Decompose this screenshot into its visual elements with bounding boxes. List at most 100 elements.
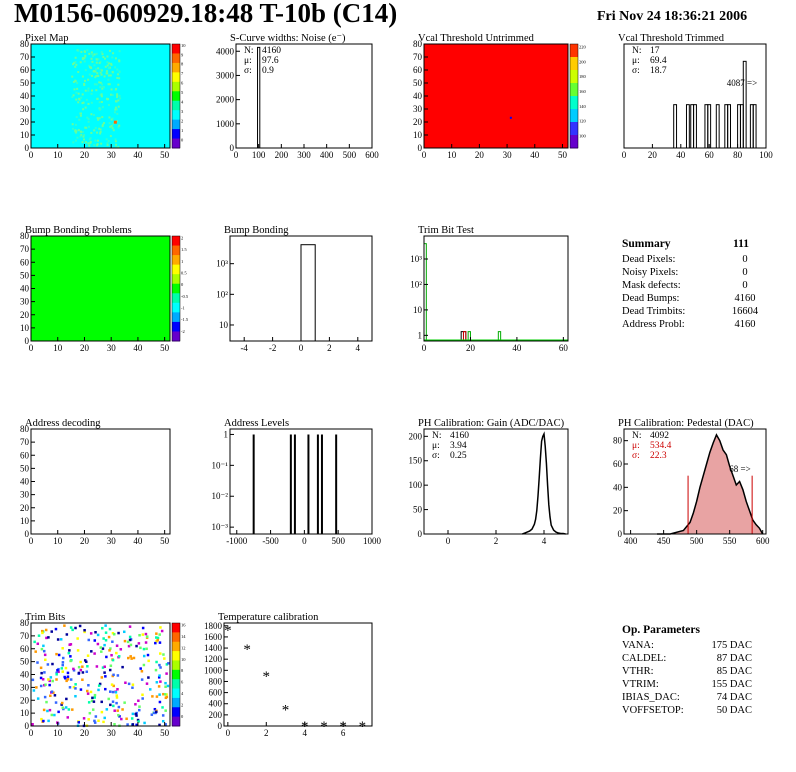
pixel-cell [105, 708, 109, 711]
y-tick-label: 70 [20, 52, 30, 62]
palette-label: 14 [181, 634, 186, 639]
pixel-cell [73, 88, 76, 91]
y-tick-label: 80 [613, 436, 623, 446]
pixel-cell [123, 630, 126, 634]
pixel-cell [91, 696, 94, 700]
pixel-cell [41, 631, 44, 635]
chart-address_levels: Address Levels -1000 -500 0 500 1000 10⁻³ 10⁻² 1… [212, 418, 382, 546]
pixel-cell [79, 114, 82, 117]
pixel-cell [90, 57, 93, 60]
plot-frame [229, 428, 373, 535]
pixel-cell [109, 135, 112, 138]
palette-cell [172, 138, 180, 149]
pixel-cell [101, 86, 104, 89]
pixel-cell [69, 626, 73, 629]
pixel-cell [87, 701, 91, 704]
y-tick-label: 20 [413, 117, 423, 127]
pixel-cell [99, 108, 102, 111]
pixel-cell [47, 719, 50, 723]
pixel-cell [42, 708, 46, 712]
pixel-cell [61, 663, 64, 667]
y-tick-label: 1000 [204, 665, 223, 675]
pixel-cell [117, 631, 120, 635]
pixel-cell [154, 641, 157, 645]
pixel-cell [80, 134, 83, 137]
y-tick-label: 40 [413, 91, 423, 101]
pixel-cell [111, 640, 114, 643]
pixel-cell [97, 139, 100, 142]
pixel-cell [45, 636, 48, 640]
stat-value: 69.4 [650, 56, 667, 66]
pixel-cell [84, 54, 87, 57]
x-tick-label: 4 [542, 536, 547, 546]
pixel-cell [112, 632, 116, 636]
y-tick-label: 80 [413, 39, 423, 49]
pixel-cell [108, 690, 112, 693]
pixel-cell [79, 112, 82, 115]
pixel-cell [72, 667, 75, 671]
x-tick-label: 20 [475, 150, 485, 160]
y-tick-label: 1 [418, 330, 423, 340]
pixel-cell [112, 129, 115, 132]
chart-ph_gain: PH Calibration: Gain (ADC/DAC) 0 2 4 0 50 100 1… [409, 418, 569, 546]
pixel-cell [164, 723, 167, 726]
pixel-cell [111, 93, 114, 96]
param-value: 74 DAC [717, 692, 752, 703]
y-tick-label: 10³ [410, 254, 422, 264]
plot-area [31, 623, 170, 726]
y-tick-label: 70 [413, 52, 423, 62]
pixel-cell [155, 660, 158, 664]
pixel-cell [110, 88, 113, 91]
pixel-cell [116, 112, 119, 115]
pixel-cell [155, 710, 158, 714]
pixel-cell [77, 101, 80, 104]
y-tick-label: 150 [409, 456, 423, 466]
y-tick-label: 2000 [216, 95, 235, 105]
palette-cell [172, 312, 180, 323]
palette-cell [172, 236, 180, 247]
pixel-cell [45, 700, 48, 704]
pixel-cell [111, 127, 114, 130]
pixel-cell [96, 144, 99, 147]
pixel-cell [118, 70, 121, 73]
pixel-cell [55, 678, 58, 681]
x-tick-label: 0 [622, 150, 627, 160]
pixel-cell [71, 708, 74, 711]
pixel-cell [145, 635, 149, 638]
pixel-cell [76, 136, 79, 139]
stat-value: 17 [650, 46, 660, 56]
stat-label: μ: [632, 56, 640, 66]
plot-area [31, 429, 170, 534]
pixel-cell [84, 106, 87, 109]
palette-label: -1.5 [181, 317, 189, 322]
stat-label: N: [244, 46, 254, 56]
pixel-cell [112, 52, 115, 55]
y-tick-label: 80 [20, 424, 30, 434]
stat-value: 0.25 [450, 451, 467, 461]
pixel-cell [79, 660, 82, 664]
pixel-cell [72, 80, 75, 83]
palette-label: 180 [579, 74, 587, 79]
pixel-cell [88, 66, 91, 69]
palette-cell [172, 72, 180, 83]
plot-area [224, 623, 372, 726]
pixel-cell [119, 97, 122, 100]
pixel-cell [165, 672, 168, 675]
pixel-cell [158, 674, 161, 677]
plot-frame [223, 622, 373, 727]
pixel-cell [71, 123, 74, 126]
data-point: * [224, 623, 232, 639]
pixel-cell [114, 89, 117, 92]
pixel-cell [145, 647, 148, 651]
pixel-cell [112, 123, 115, 126]
pixel-cell [161, 719, 165, 723]
pixel-cell [93, 53, 96, 56]
pixel-cell [59, 638, 63, 641]
pixel-cell [40, 647, 44, 651]
pixel-cell [128, 625, 132, 628]
params-title: Op. Parameters [622, 624, 700, 636]
pixel-cell [158, 693, 161, 696]
pixel-cell [114, 106, 117, 109]
pixel-cell [93, 83, 96, 86]
pixel-cell [71, 628, 74, 632]
